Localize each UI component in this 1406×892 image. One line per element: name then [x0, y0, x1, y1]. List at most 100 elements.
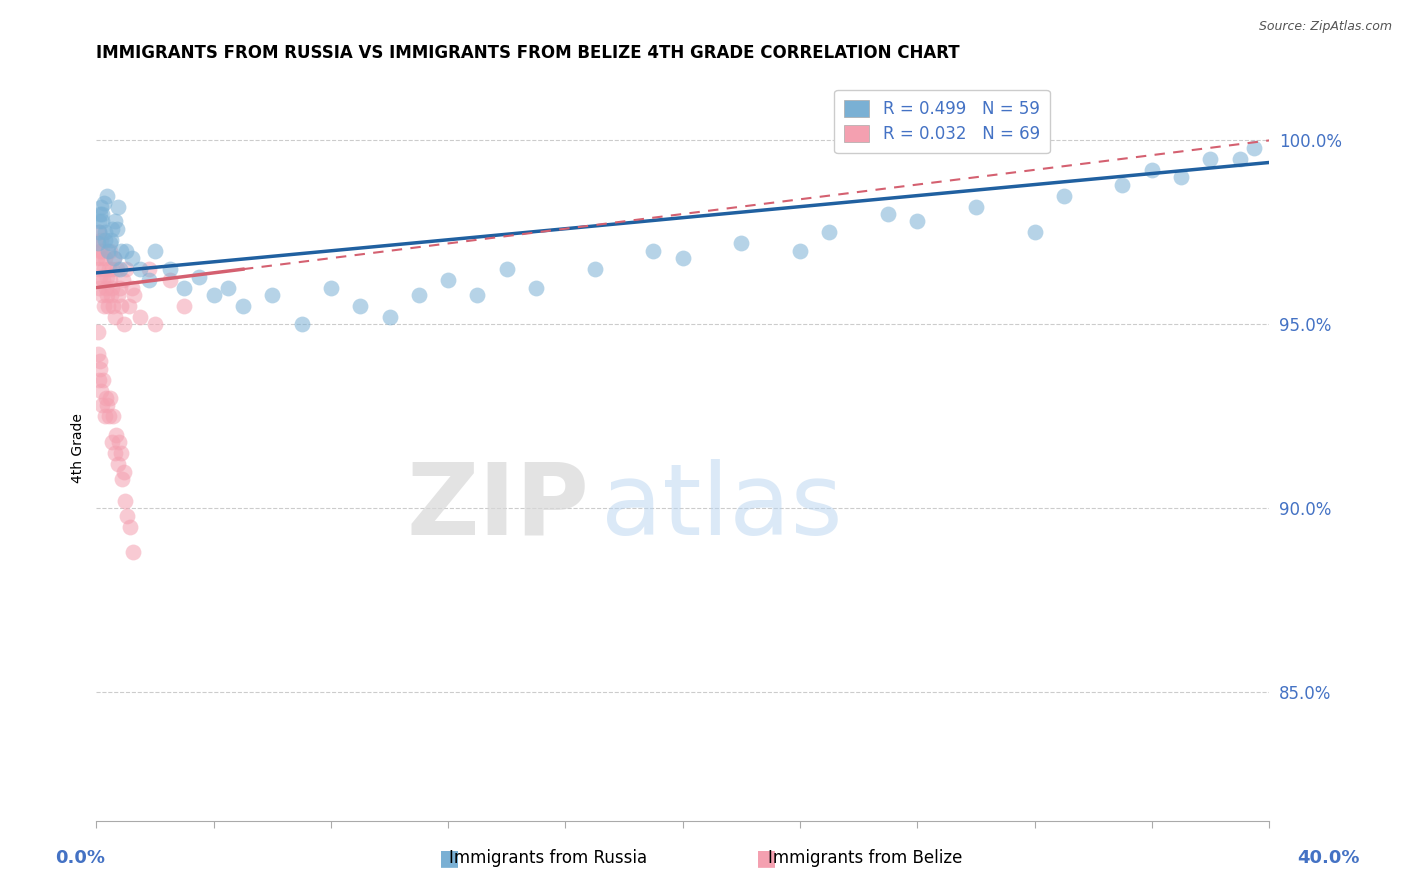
Point [114, 244, 136, 258]
Point [1243, 141, 1265, 155]
Y-axis label: 4th Grade: 4th Grade [72, 413, 86, 483]
Point [107, 200, 129, 214]
Point [1199, 152, 1222, 166]
Point [112, 465, 135, 479]
Point [101, 280, 124, 294]
Point [1229, 152, 1251, 166]
Point [105, 427, 128, 442]
Point [104, 214, 127, 228]
Point [87, 236, 110, 251]
Point [495, 262, 517, 277]
Point [672, 251, 695, 265]
Point [138, 273, 160, 287]
Text: atlas: atlas [600, 458, 842, 556]
Point [173, 299, 195, 313]
Point [188, 269, 211, 284]
Point [467, 288, 489, 302]
Point [105, 221, 128, 235]
Point [101, 409, 124, 424]
Point [1140, 162, 1163, 177]
Point [93, 299, 115, 313]
Point [114, 262, 136, 277]
Point [90, 398, 112, 412]
Point [437, 273, 460, 287]
Point [100, 233, 122, 247]
Point [97, 262, 120, 277]
Point [105, 262, 128, 277]
Point [89, 361, 111, 376]
Text: ZIP: ZIP [406, 458, 589, 556]
Point [96, 269, 118, 284]
Point [129, 310, 152, 324]
Point [87, 373, 110, 387]
Point [159, 273, 181, 287]
Point [121, 280, 143, 294]
Point [159, 262, 181, 277]
Point [905, 214, 928, 228]
Point [408, 288, 430, 302]
Point [143, 244, 166, 258]
Point [91, 373, 114, 387]
Point [789, 244, 811, 258]
Point [111, 472, 134, 486]
Point [1170, 170, 1192, 185]
Point [143, 318, 166, 332]
Point [98, 244, 121, 258]
Point [94, 391, 117, 405]
Point [96, 398, 118, 412]
Point [110, 299, 132, 313]
Point [89, 244, 111, 258]
Point [101, 435, 124, 450]
Point [100, 288, 122, 302]
Point [121, 251, 143, 265]
Point [87, 262, 110, 277]
Text: ■: ■ [756, 848, 776, 868]
Point [93, 262, 115, 277]
Point [97, 244, 120, 258]
Point [89, 269, 111, 284]
Point [319, 280, 342, 294]
Text: Source: ZipAtlas.com: Source: ZipAtlas.com [1258, 20, 1392, 33]
Point [100, 262, 122, 277]
Point [232, 299, 254, 313]
Point [730, 236, 752, 251]
Point [104, 310, 127, 324]
Legend: R = 0.499   N = 59, R = 0.032   N = 69: R = 0.499 N = 59, R = 0.032 N = 69 [834, 90, 1050, 153]
Point [112, 318, 135, 332]
Text: 0.0%: 0.0% [55, 849, 105, 867]
Point [96, 188, 118, 202]
Point [94, 280, 117, 294]
Point [96, 288, 118, 302]
Point [349, 299, 371, 313]
Point [1111, 178, 1133, 192]
Point [90, 200, 112, 214]
Point [217, 280, 239, 294]
Point [114, 494, 136, 508]
Point [90, 233, 112, 247]
Point [89, 280, 111, 294]
Point [87, 236, 110, 251]
Point [94, 233, 117, 247]
Text: IMMIGRANTS FROM RUSSIA VS IMMIGRANTS FROM BELIZE 4TH GRADE CORRELATION CHART: IMMIGRANTS FROM RUSSIA VS IMMIGRANTS FRO… [97, 44, 960, 62]
Point [111, 273, 134, 287]
Point [90, 384, 112, 398]
Point [138, 262, 160, 277]
Text: Immigrants from Belize: Immigrants from Belize [768, 849, 962, 867]
Point [101, 221, 124, 235]
Point [108, 435, 131, 450]
Point [117, 299, 139, 313]
Point [94, 251, 117, 265]
Point [89, 226, 111, 240]
Point [1024, 226, 1046, 240]
Point [107, 288, 129, 302]
Point [107, 457, 129, 471]
Point [877, 207, 900, 221]
Point [643, 244, 665, 258]
Point [818, 226, 841, 240]
Point [103, 251, 125, 265]
Point [103, 299, 125, 313]
Point [129, 262, 152, 277]
Point [91, 214, 114, 228]
Point [122, 545, 145, 559]
Point [965, 200, 987, 214]
